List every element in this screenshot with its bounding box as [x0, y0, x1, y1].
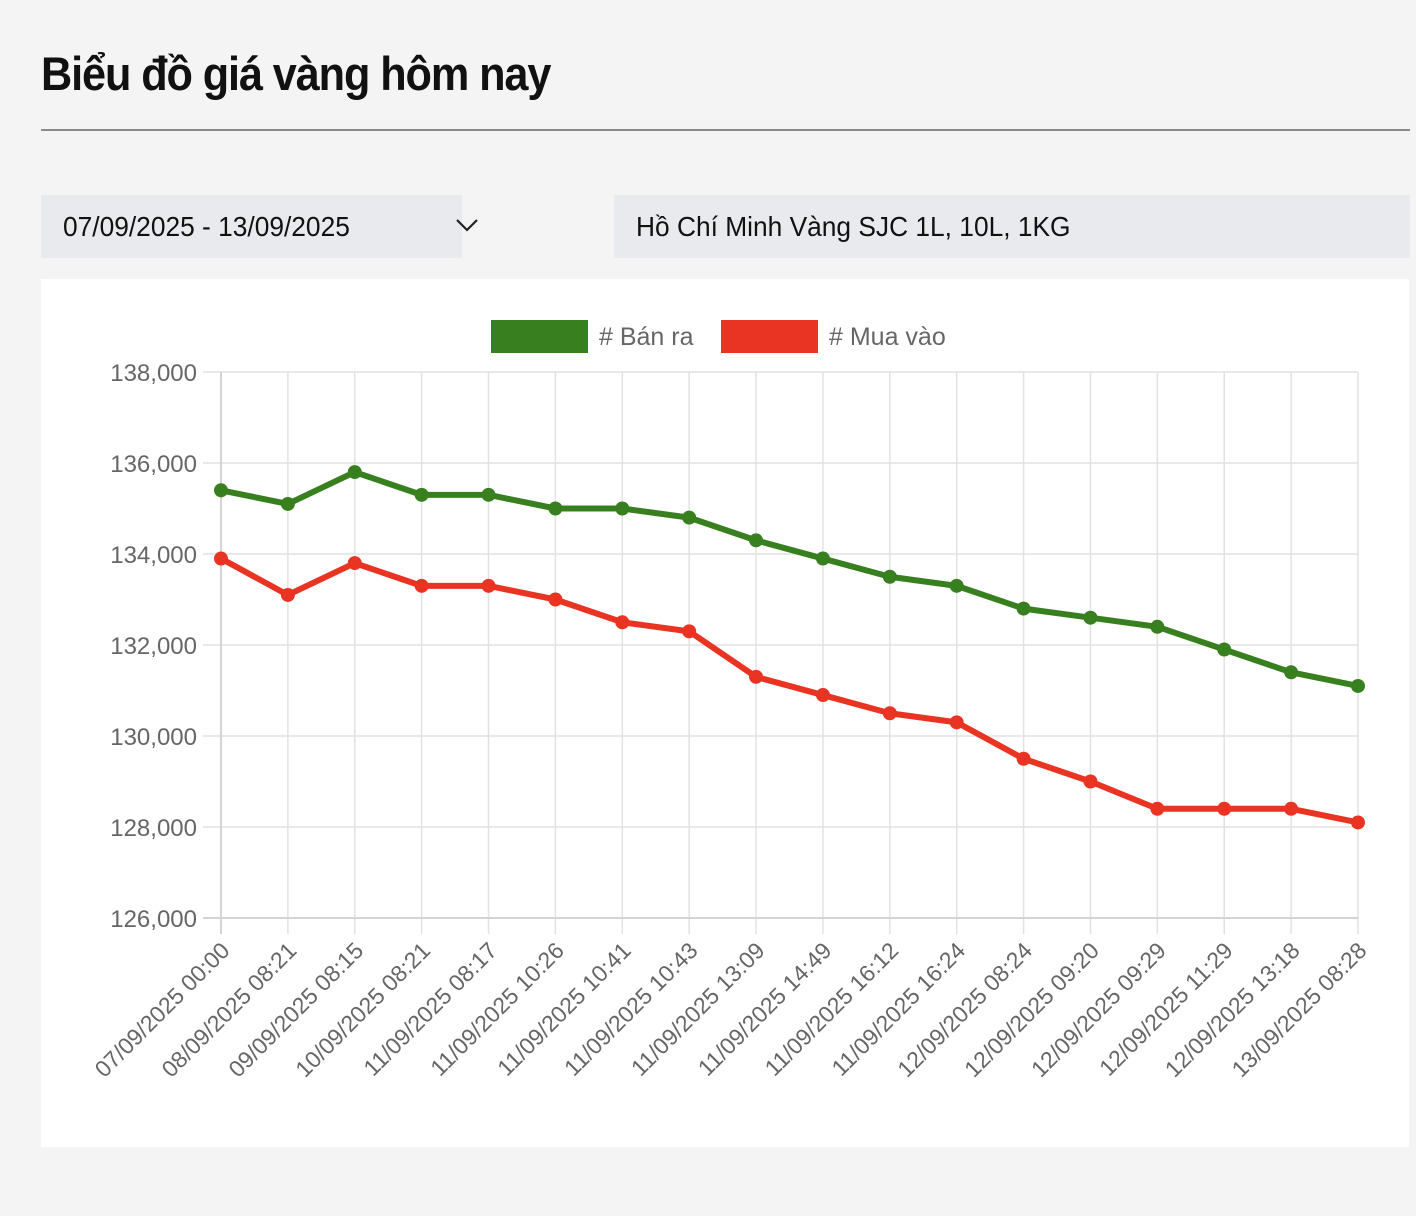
data-point[interactable]	[949, 578, 964, 593]
data-point[interactable]	[682, 624, 697, 639]
page-title: Biểu đồ giá vàng hôm nay	[41, 47, 551, 100]
data-point[interactable]	[882, 569, 897, 584]
legend-swatch[interactable]	[721, 320, 818, 353]
data-point[interactable]	[615, 501, 630, 516]
series-line	[220, 469, 1359, 689]
legend-swatch[interactable]	[491, 320, 588, 353]
data-point[interactable]	[214, 483, 228, 498]
y-tick-label: 128,000	[110, 815, 197, 842]
legend-label[interactable]: # Mua vào	[829, 323, 946, 351]
data-point[interactable]	[1284, 665, 1299, 680]
y-tick-label: 134,000	[110, 542, 197, 569]
data-point[interactable]	[1351, 678, 1365, 693]
y-tick-label: 136,000	[110, 451, 197, 478]
data-point[interactable]	[481, 578, 496, 593]
price-chart: 138,000 136,000 134,000 132,000 130,000 128,0…	[41, 279, 1409, 1147]
data-point[interactable]	[214, 551, 228, 566]
data-point[interactable]	[1016, 751, 1031, 766]
data-point[interactable]	[1351, 815, 1365, 830]
chevron-down-icon	[453, 214, 481, 236]
date-range-select[interactable]: 07/09/2025 - 13/09/2025	[41, 195, 478, 258]
y-tick-label: 132,000	[110, 633, 197, 660]
data-point[interactable]	[481, 487, 496, 502]
data-point[interactable]	[749, 669, 764, 684]
data-point[interactable]	[1083, 774, 1098, 789]
data-point[interactable]	[1217, 801, 1232, 816]
data-point[interactable]	[749, 533, 764, 548]
data-point[interactable]	[347, 556, 362, 571]
data-point[interactable]	[1284, 801, 1299, 816]
data-point[interactable]	[949, 715, 964, 730]
data-point[interactable]	[347, 465, 362, 480]
product-value: Hồ Chí Minh Vàng SJC 1L, 10L, 1KG	[636, 210, 1071, 242]
line-chart-canvas: 138,000 136,000 134,000 132,000 130,000 128,0…	[90, 320, 1372, 1082]
data-point[interactable]	[615, 615, 630, 630]
data-point[interactable]	[682, 510, 697, 525]
title-divider	[41, 129, 1410, 131]
data-point[interactable]	[1150, 619, 1165, 634]
data-point[interactable]	[815, 551, 830, 566]
data-point[interactable]	[280, 496, 295, 511]
data-point[interactable]	[882, 706, 897, 721]
data-point[interactable]	[1016, 601, 1031, 616]
product-select[interactable]: Hồ Chí Minh Vàng SJC 1L, 10L, 1KG	[614, 195, 1410, 258]
data-point[interactable]	[414, 487, 429, 502]
data-point[interactable]	[1150, 801, 1165, 816]
data-point[interactable]	[815, 688, 830, 703]
data-point[interactable]	[1217, 642, 1232, 657]
y-tick-label: 130,000	[110, 724, 197, 751]
data-point[interactable]	[548, 592, 563, 607]
y-tick-label: 138,000	[110, 360, 197, 387]
series-line	[219, 555, 1359, 826]
data-point[interactable]	[280, 587, 295, 602]
legend-label[interactable]: # Bán ra	[599, 323, 694, 351]
data-point[interactable]	[1083, 610, 1098, 625]
y-tick-label: 126,000	[110, 906, 197, 933]
data-point[interactable]	[548, 501, 563, 516]
date-range-value: 07/09/2025 - 13/09/2025	[63, 210, 350, 242]
data-point[interactable]	[414, 578, 429, 593]
